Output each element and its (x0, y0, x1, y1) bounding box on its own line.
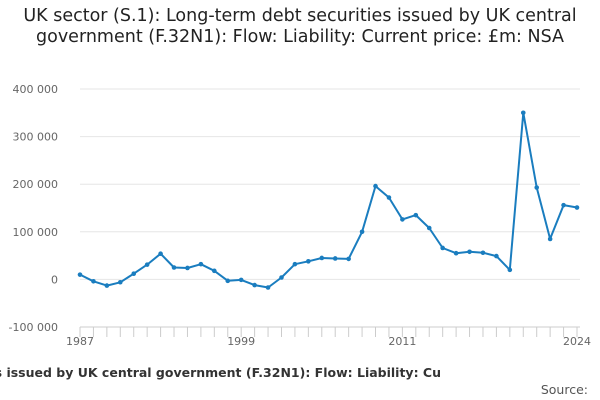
data-point[interactable] (118, 280, 123, 285)
data-point[interactable] (467, 249, 472, 254)
data-point[interactable] (279, 275, 284, 280)
data-point[interactable] (131, 271, 136, 276)
data-point[interactable] (225, 279, 230, 284)
data-point[interactable] (293, 262, 298, 267)
data-point[interactable] (306, 259, 311, 264)
data-point[interactable] (319, 256, 324, 261)
data-point[interactable] (481, 250, 486, 255)
data-point[interactable] (414, 213, 419, 218)
data-point[interactable] (252, 283, 257, 288)
data-point[interactable] (548, 237, 553, 242)
data-point[interactable] (346, 257, 351, 262)
data-point[interactable] (440, 246, 445, 251)
legend: Long-term debt securities issued by UK c… (0, 365, 600, 380)
y-tick-label: 400 000 (13, 83, 59, 96)
y-tick-label: 0 (51, 273, 58, 286)
y-tick-label: 200 000 (13, 178, 59, 191)
data-point[interactable] (105, 283, 110, 288)
data-point[interactable] (239, 278, 244, 283)
data-point[interactable] (427, 226, 432, 231)
data-point[interactable] (145, 262, 150, 267)
data-point[interactable] (454, 251, 459, 256)
data-point[interactable] (266, 285, 271, 290)
x-tick-label: 2011 (388, 335, 416, 348)
data-point[interactable] (172, 265, 177, 270)
y-tick-label: 100 000 (13, 226, 59, 239)
series-line (80, 113, 577, 288)
data-point[interactable] (508, 268, 513, 273)
data-point[interactable] (373, 184, 378, 189)
data-point[interactable] (78, 272, 83, 277)
data-point[interactable] (534, 185, 539, 190)
data-point[interactable] (91, 279, 96, 284)
data-point[interactable] (387, 195, 392, 200)
y-tick-label: -100 000 (9, 321, 58, 334)
data-point[interactable] (199, 262, 204, 267)
data-point[interactable] (158, 251, 163, 256)
data-point[interactable] (521, 111, 526, 116)
y-tick-label: 300 000 (13, 131, 59, 144)
x-axis: 1987 1999 2011 2024 (66, 327, 591, 348)
data-point[interactable] (575, 205, 580, 210)
x-tick-label: 2024 (563, 335, 591, 348)
source-label: Source: (541, 382, 588, 397)
x-tick-label: 1999 (227, 335, 255, 348)
y-axis-tick-labels: -100 000 0 100 000 200 000 300 000 400 000 (9, 83, 58, 334)
legend-label: Long-term debt securities issued by UK c… (0, 365, 441, 380)
data-point[interactable] (360, 230, 365, 235)
x-tick-label: 1987 (66, 335, 94, 348)
data-point[interactable] (494, 254, 499, 259)
data-point[interactable] (333, 256, 338, 261)
grid-lines (80, 89, 580, 327)
data-point[interactable] (561, 203, 566, 208)
data-point[interactable] (400, 217, 405, 222)
data-point[interactable] (212, 269, 217, 274)
data-point[interactable] (185, 266, 190, 271)
series (78, 111, 580, 290)
